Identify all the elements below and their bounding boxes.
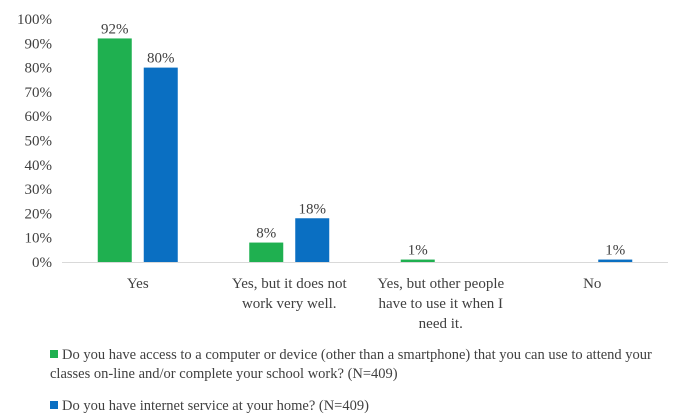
- data-label: 1%: [408, 243, 428, 259]
- bar: [97, 38, 132, 262]
- x-tick-label: Yes, but other people: [377, 276, 504, 292]
- x-tick-label: have to use it when I: [378, 296, 503, 312]
- legend-label-internet-service: Do you have internet service at your hom…: [62, 398, 369, 414]
- legend-item-computer-access: Do you have access to a computer or devi…: [50, 346, 670, 384]
- legend-item-internet-service: Do you have internet service at your hom…: [50, 397, 670, 416]
- bar: [143, 67, 178, 262]
- bar: [598, 259, 633, 262]
- y-tick-label: 10%: [25, 231, 53, 247]
- y-tick-label: 80%: [25, 61, 53, 77]
- y-tick-label: 30%: [25, 182, 53, 198]
- data-label: 8%: [256, 226, 276, 242]
- data-label: 80%: [147, 51, 175, 67]
- data-label: 1%: [605, 243, 625, 259]
- x-tick-label: No: [583, 276, 601, 292]
- y-tick-label: 70%: [25, 85, 53, 101]
- legend-label-computer-access: Do you have access to a computer or devi…: [50, 347, 652, 382]
- y-tick-label: 0%: [32, 255, 52, 271]
- legend-swatch-green: [50, 350, 58, 358]
- y-tick-label: 20%: [25, 206, 53, 222]
- x-tick-label: need it.: [419, 316, 463, 332]
- data-label: 18%: [299, 201, 327, 217]
- bar: [400, 259, 435, 262]
- bar: [295, 218, 330, 262]
- y-tick-label: 60%: [25, 109, 53, 125]
- y-tick-label: 50%: [25, 134, 53, 150]
- y-tick-label: 90%: [25, 36, 53, 52]
- x-tick-label: work very well.: [242, 296, 337, 312]
- x-tick-label: Yes, but it does not: [232, 276, 348, 292]
- bar: [249, 242, 284, 262]
- x-tick-label: Yes: [127, 276, 149, 292]
- y-tick-label: 40%: [25, 158, 53, 174]
- legend-swatch-blue: [50, 401, 58, 409]
- y-tick-label: 100%: [17, 12, 52, 28]
- data-label: 92%: [101, 21, 129, 37]
